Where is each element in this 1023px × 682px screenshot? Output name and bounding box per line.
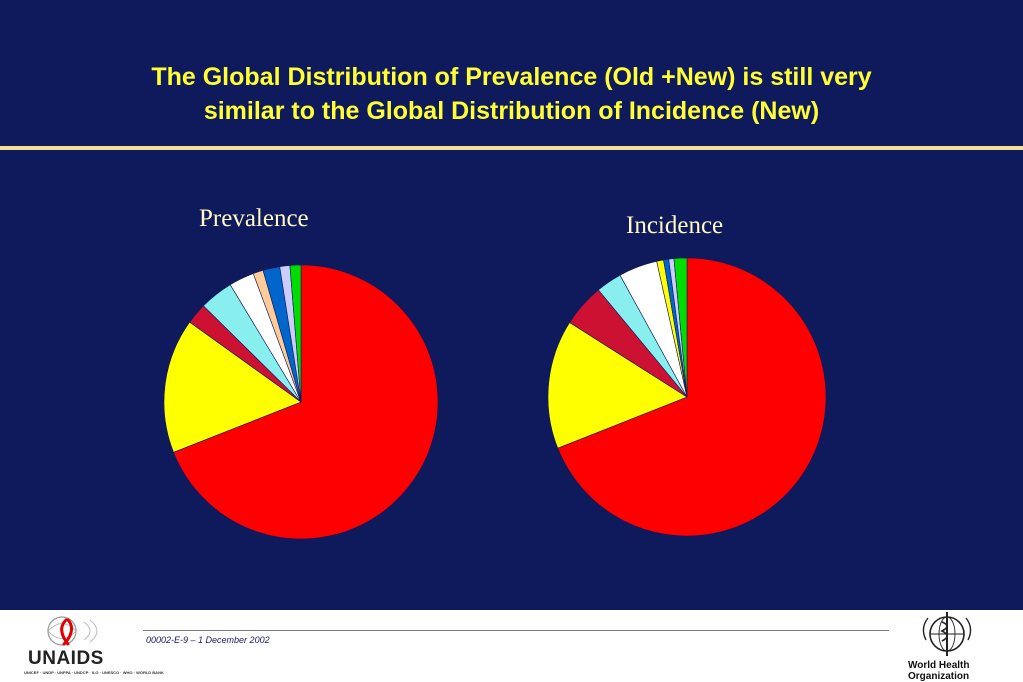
unaids-logo-subtext: UNICEF · UNDP · UNFPA · UNDCP · ILO · UN… [24, 670, 164, 675]
prevalence-chart-title: Prevalence [199, 205, 309, 232]
prevalence-slice-2 [163, 321, 302, 453]
pie-chart-incidence [547, 257, 827, 537]
incidence-slice-2 [547, 322, 688, 449]
charts-canvas [163, 257, 827, 540]
incidence-chart-title: Incidence [626, 212, 724, 239]
who-logo-text-line-1: World Health [908, 660, 970, 671]
footer: UNAIDS UNICEF · UNDP · UNFPA · UNDCP · I… [0, 610, 1023, 682]
slide-background: The Global Distribution of Prevalence (O… [0, 0, 1023, 610]
pie-chart-prevalence [163, 264, 439, 540]
incidence-slice-1 [557, 257, 827, 537]
footer-divider [143, 630, 889, 631]
prevalence-slice-9 [289, 264, 302, 403]
who-logo-text-line-2: Organization [908, 671, 970, 682]
title-line-1: The Global Distribution of Prevalence (O… [151, 63, 872, 91]
prevalence-slice-1 [173, 264, 439, 540]
slide-title: The Global Distribution of Prevalence (O… [20, 60, 1003, 128]
unaids-logo-text: UNAIDS [28, 648, 104, 669]
who-logo: World Health Organization [904, 610, 990, 682]
title-line-2: similar to the Global Distribution of In… [203, 97, 820, 125]
who-emblem-icon [922, 612, 972, 656]
incidence-slice-9 [673, 257, 688, 398]
un-emblem-icon [47, 616, 98, 646]
document-reference: 00002-E-9 – 1 December 2002 [146, 635, 270, 645]
unaids-logo: UNAIDS UNICEF · UNDP · UNFPA · UNDCP · I… [24, 614, 164, 680]
title-divider [0, 146, 1023, 150]
